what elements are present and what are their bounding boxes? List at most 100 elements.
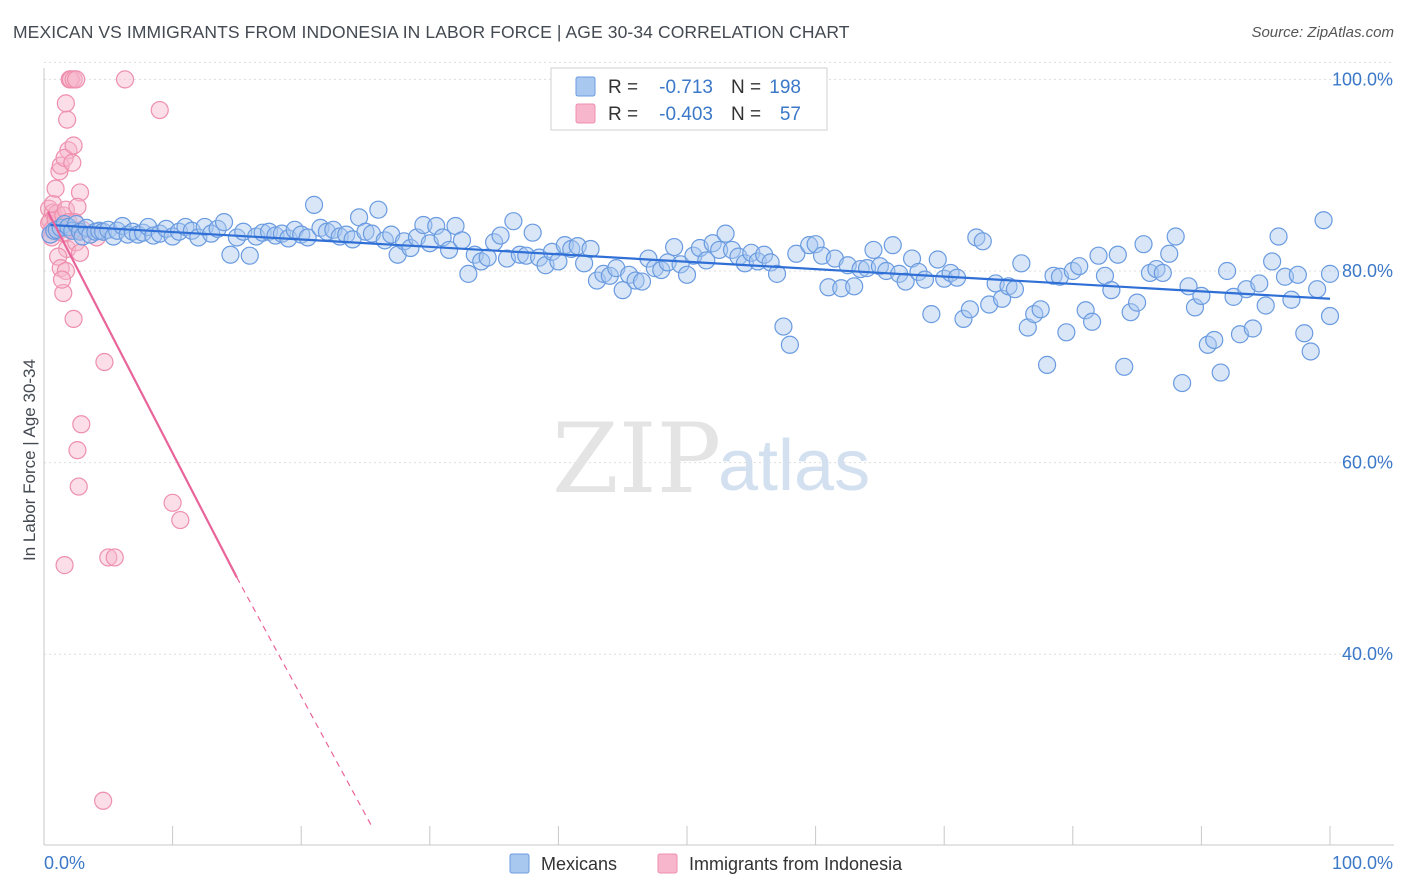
watermark-atlas: atlas [718, 426, 870, 506]
trend-lines [46, 211, 1331, 827]
stats-legend-box [550, 67, 828, 131]
point-mexicans [401, 238, 420, 258]
point-mexicans [703, 234, 722, 253]
point-indonesia [105, 548, 124, 567]
point-mexicans [1173, 373, 1192, 393]
point-mexicans [356, 222, 375, 241]
point-indonesia [46, 179, 65, 198]
trend-line-mexicans [50, 223, 1331, 300]
point-mexicans [1005, 280, 1025, 299]
point-mexicans [973, 232, 992, 251]
point-mexicans [1082, 312, 1102, 331]
point-mexicans [510, 245, 529, 264]
watermark-zip: ZIP [552, 403, 721, 515]
point-indonesia [95, 352, 114, 372]
point-indonesia [70, 243, 90, 262]
bottom-legend-mexicans: Mexicans [541, 854, 617, 874]
x-tick-label-min: 0.0% [44, 853, 85, 873]
point-indonesia [58, 110, 77, 129]
legend-n-value-2: 57 [780, 104, 801, 125]
bottom-legend: Mexicans Immigrants from Indonesia [509, 853, 903, 874]
point-indonesia [70, 183, 90, 202]
axes [43, 68, 1394, 846]
legend-n-label-1: N = [731, 77, 761, 98]
point-mexicans [439, 240, 459, 260]
point-mexicans [954, 309, 973, 328]
point-indonesia [99, 548, 118, 567]
point-mexicans [787, 244, 806, 263]
legend-r-value-2: -0.403 [659, 104, 713, 125]
x-tick-label-max: 100.0% [1332, 853, 1393, 873]
point-mexicans [240, 246, 259, 265]
point-mexicans [677, 265, 697, 284]
point-mexicans [1153, 263, 1172, 283]
point-mexicans [1314, 211, 1333, 230]
point-mexicans [1301, 342, 1320, 361]
point-mexicans [928, 250, 947, 269]
point-mexicans [414, 215, 433, 235]
point-indonesia [72, 415, 91, 434]
point-mexicans [626, 271, 645, 290]
point-mexicans [1089, 246, 1108, 265]
point-mexicans [1295, 324, 1314, 343]
point-mexicans [767, 264, 787, 283]
y-tick-label: 60.0% [1342, 453, 1393, 473]
point-mexicans [780, 335, 799, 354]
point-indonesia [163, 493, 182, 512]
point-mexicans [864, 240, 883, 260]
point-mexicans [806, 235, 825, 254]
point-indonesia [63, 153, 82, 172]
point-indonesia [171, 510, 190, 530]
point-indonesia [49, 247, 68, 266]
point-mexicans [369, 200, 388, 219]
point-mexicans [1243, 319, 1262, 338]
legend-r-value-1: -0.713 [659, 77, 713, 98]
point-mexicans [1057, 323, 1076, 342]
point-mexicans [504, 212, 523, 231]
point-mexicans [1263, 252, 1282, 271]
point-mexicans [549, 252, 568, 271]
point-indonesia [51, 259, 70, 278]
point-mexicans [1320, 264, 1340, 283]
point-indonesia [64, 309, 83, 328]
point-mexicans [1185, 298, 1205, 317]
trend-line-indonesia-extension [236, 577, 373, 827]
point-indonesia [68, 197, 87, 216]
point-indonesia [67, 70, 86, 89]
legend-r-label-2: R = [608, 104, 638, 125]
bottom-legend-indonesia: Immigrants from Indonesia [689, 854, 903, 874]
point-mexicans [208, 219, 227, 238]
stats-legend: R = -0.713 N = 198 R = -0.403 N = 57 [550, 67, 828, 131]
x-tick-labels: 0.0% 100.0% [44, 853, 1393, 873]
point-indonesia [115, 70, 135, 89]
series-mexicans [41, 195, 1340, 393]
point-mexicans [491, 226, 510, 245]
point-indonesia [56, 261, 75, 281]
point-mexicans [800, 236, 819, 255]
point-mexicans [665, 237, 684, 257]
point-mexicans [214, 213, 234, 232]
point-indonesia [69, 477, 88, 496]
point-indonesia [150, 100, 169, 120]
point-mexicans [1037, 355, 1057, 374]
point-mexicans [1269, 227, 1288, 246]
watermark: ZIP atlas [552, 403, 870, 515]
legend-n-value-1: 198 [769, 77, 801, 98]
point-mexicans [1121, 303, 1140, 322]
point-indonesia [56, 94, 75, 113]
point-mexicans [960, 300, 980, 319]
point-mexicans [478, 248, 497, 267]
y-tick-label: 100.0% [1332, 69, 1393, 89]
point-mexicans [896, 272, 915, 291]
legend-n-label-2: N = [731, 104, 761, 125]
point-mexicans [1070, 257, 1089, 276]
point-mexicans [1076, 301, 1095, 320]
legend-swatch-mexicans [575, 76, 596, 97]
point-mexicans [1205, 330, 1224, 350]
point-mexicans [1218, 261, 1237, 281]
point-mexicans [1134, 235, 1153, 254]
point-mexicans [1160, 244, 1179, 263]
point-mexicans [1108, 245, 1127, 264]
point-mexicans [922, 305, 941, 324]
